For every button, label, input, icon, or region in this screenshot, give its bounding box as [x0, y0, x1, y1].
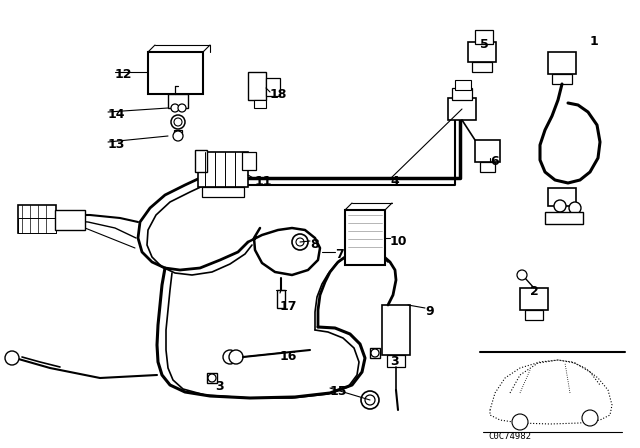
Circle shape — [178, 104, 186, 112]
Bar — [174, 130, 182, 136]
Bar — [198, 152, 248, 187]
Circle shape — [371, 349, 379, 357]
Bar — [254, 100, 266, 108]
Circle shape — [171, 115, 185, 129]
Circle shape — [223, 350, 237, 364]
Text: 12: 12 — [115, 68, 132, 81]
Circle shape — [173, 131, 183, 141]
Bar — [480, 162, 495, 172]
Bar — [266, 78, 280, 96]
Circle shape — [365, 395, 375, 405]
Bar — [242, 152, 256, 170]
Bar — [548, 188, 576, 206]
Bar — [468, 42, 496, 62]
Bar — [475, 140, 500, 162]
Bar — [525, 310, 543, 320]
Bar — [545, 212, 583, 224]
Text: 16: 16 — [280, 350, 298, 363]
Text: 2: 2 — [530, 285, 539, 298]
Bar — [448, 98, 476, 120]
Text: 1: 1 — [590, 35, 599, 48]
Circle shape — [208, 374, 216, 382]
Bar — [382, 305, 410, 355]
Text: 18: 18 — [270, 88, 287, 101]
Bar — [452, 88, 472, 100]
Text: 7: 7 — [335, 248, 344, 261]
Bar — [475, 30, 493, 44]
Text: 14: 14 — [108, 108, 125, 121]
Circle shape — [296, 238, 304, 246]
Bar — [202, 187, 244, 197]
Bar — [548, 52, 576, 74]
Circle shape — [292, 234, 308, 250]
Circle shape — [171, 104, 179, 112]
Bar — [18, 218, 56, 233]
Circle shape — [517, 270, 527, 280]
Bar — [207, 373, 217, 383]
Bar — [168, 94, 188, 108]
Text: 13: 13 — [108, 138, 125, 151]
Text: 15: 15 — [330, 385, 348, 398]
Circle shape — [569, 202, 581, 214]
Text: 5: 5 — [480, 38, 489, 51]
Text: C0C74982: C0C74982 — [488, 432, 531, 441]
Bar — [248, 72, 266, 100]
Bar — [18, 205, 56, 233]
Bar — [455, 80, 471, 90]
Bar — [370, 348, 380, 358]
Circle shape — [5, 351, 19, 365]
Text: 11: 11 — [255, 175, 273, 188]
Circle shape — [512, 414, 528, 430]
Text: 17: 17 — [280, 300, 298, 313]
Text: 4: 4 — [390, 175, 399, 188]
Bar — [195, 150, 207, 172]
Bar — [472, 62, 492, 72]
Text: 10: 10 — [390, 235, 408, 248]
Circle shape — [554, 200, 566, 212]
Text: 3: 3 — [390, 355, 399, 368]
Circle shape — [361, 391, 379, 409]
Text: 3: 3 — [215, 380, 223, 393]
Text: 9: 9 — [425, 305, 434, 318]
Circle shape — [582, 410, 598, 426]
Bar — [277, 290, 285, 308]
Bar — [55, 210, 85, 230]
Circle shape — [229, 350, 243, 364]
Bar — [552, 74, 572, 84]
Text: 8: 8 — [310, 238, 319, 251]
Bar — [387, 355, 405, 367]
Bar — [520, 288, 548, 310]
Circle shape — [174, 118, 182, 126]
Text: 6: 6 — [490, 155, 499, 168]
Bar — [345, 210, 385, 265]
Bar — [148, 52, 203, 94]
